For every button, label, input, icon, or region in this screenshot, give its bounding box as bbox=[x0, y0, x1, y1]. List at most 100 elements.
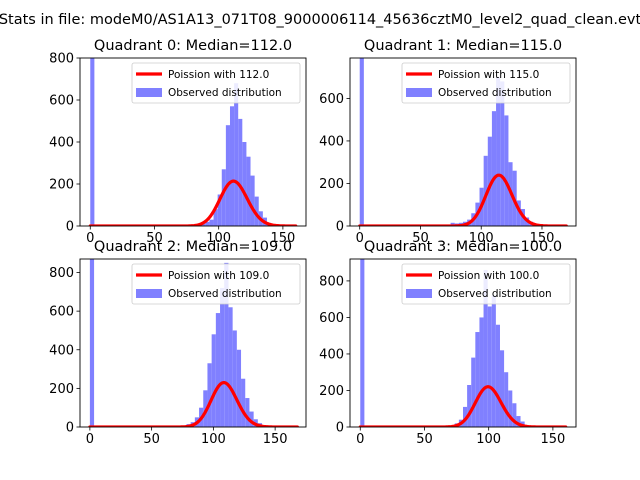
histogram-bar bbox=[463, 406, 468, 427]
plot-content bbox=[358, 259, 568, 427]
histogram-bar bbox=[89, 259, 95, 427]
y-tick-label: 200 bbox=[319, 177, 344, 192]
subplot-title: Quadrant 1: Median=115.0 bbox=[364, 38, 562, 54]
x-tick-label: 50 bbox=[146, 231, 163, 246]
histogram-bar bbox=[491, 295, 496, 427]
histogram-bar bbox=[245, 398, 250, 427]
histogram-bar bbox=[246, 156, 251, 226]
subplot-quadrant-0: 0 50 100 150 0 200 400 600 800 Quadrant 0: Median… bbox=[49, 38, 307, 246]
legend-swatch-observed bbox=[136, 88, 162, 97]
histogram-bar bbox=[221, 169, 226, 226]
legend-label-poisson: Poission with 112.0 bbox=[168, 69, 269, 81]
y-tick-label: 800 bbox=[319, 274, 344, 289]
legend-label-poisson: Poission with 100.0 bbox=[438, 270, 539, 282]
plot-content bbox=[88, 259, 299, 427]
histogram-bar bbox=[359, 58, 364, 226]
x-tick-label: 150 bbox=[270, 231, 295, 246]
histogram-bar bbox=[467, 385, 472, 427]
histogram-bar bbox=[471, 357, 476, 427]
legend: Poission with 112.0 Observed distribution bbox=[131, 62, 301, 104]
y-tick-label: 200 bbox=[49, 382, 74, 397]
legend-label-observed: Observed distribution bbox=[438, 87, 552, 99]
legend: Poission with 100.0 Observed distribution bbox=[401, 263, 571, 305]
x-tick-label: 0 bbox=[86, 432, 94, 447]
histogram-bar bbox=[209, 219, 214, 226]
legend-label-observed: Observed distribution bbox=[168, 87, 282, 99]
histogram-bar bbox=[238, 118, 243, 226]
y-tick-label: 800 bbox=[49, 52, 74, 67]
legend-frame bbox=[401, 62, 571, 104]
histogram-bar bbox=[225, 125, 230, 226]
histogram-bar bbox=[205, 221, 210, 226]
y-tick-label: 600 bbox=[49, 94, 74, 109]
histogram-bar bbox=[483, 155, 488, 226]
subplot-quadrant-1: 0 50 100 150 0 200 400 600 Quadrant 1: Median=11… bbox=[319, 38, 577, 246]
histogram-bar bbox=[220, 287, 225, 427]
subplot-title: Quadrant 0: Median=112.0 bbox=[94, 38, 292, 54]
y-tick-label: 400 bbox=[49, 343, 74, 358]
histogram-bar bbox=[242, 142, 247, 226]
x-tick-label: 0 bbox=[356, 432, 364, 447]
y-tick-label: 200 bbox=[319, 384, 344, 399]
histogram-bar bbox=[215, 313, 221, 427]
histogram-bar bbox=[483, 269, 488, 427]
histogram-bar bbox=[232, 330, 237, 427]
histogram-bar bbox=[475, 332, 480, 427]
axes-frame bbox=[349, 258, 577, 428]
histogram-bar bbox=[495, 324, 500, 427]
x-tick-label: 150 bbox=[263, 432, 288, 447]
subplot-title: Quadrant 3: Median=100.0 bbox=[364, 239, 562, 255]
x-tick-label: 0 bbox=[86, 231, 94, 246]
y-tick-label: 800 bbox=[49, 266, 74, 281]
histogram-bar bbox=[241, 378, 246, 427]
x-tick-label: 100 bbox=[201, 432, 226, 447]
histogram-bar bbox=[217, 194, 222, 226]
histogram-bar bbox=[213, 209, 218, 226]
y-tick-label: 0 bbox=[336, 220, 344, 235]
x-tick-label: 100 bbox=[469, 231, 494, 246]
figure-suptitle: Stats in file: modeM0/AS1A13_071T08_9000… bbox=[0, 12, 640, 28]
poisson-curve bbox=[358, 173, 568, 226]
histogram-bar bbox=[234, 83, 239, 226]
histogram-bar bbox=[201, 223, 206, 226]
y-tick-label: 400 bbox=[49, 136, 74, 151]
x-tick-label: 0 bbox=[356, 231, 364, 246]
legend-label-poisson: Poission with 109.0 bbox=[168, 270, 269, 282]
histogram-bar bbox=[504, 115, 509, 226]
x-tick-label: 100 bbox=[476, 432, 501, 447]
axes-frame bbox=[79, 258, 307, 428]
subplot-quadrant-2: 0 50 100 150 0 200 400 600 800 Quadrant 2: Median… bbox=[49, 239, 307, 447]
x-tick-label: 100 bbox=[206, 231, 231, 246]
histogram-bar bbox=[500, 81, 505, 226]
histogram-bar bbox=[229, 106, 235, 226]
legend: Poission with 115.0 Observed distribution bbox=[401, 62, 571, 104]
histogram-bar bbox=[250, 175, 255, 226]
x-tick-label: 50 bbox=[416, 432, 433, 447]
y-tick-label: 400 bbox=[319, 347, 344, 362]
legend-label-poisson: Poission with 115.0 bbox=[438, 69, 539, 81]
y-tick-label: 600 bbox=[319, 311, 344, 326]
subplot-quadrant-3: 0 50 100 150 0 200 400 600 800 Quadrant 3: Median… bbox=[319, 239, 577, 447]
histogram-bar bbox=[491, 111, 497, 226]
histogram-bar bbox=[90, 58, 95, 226]
histogram-bar bbox=[224, 262, 229, 427]
histogram-bar bbox=[512, 403, 517, 427]
histogram-bar bbox=[207, 363, 212, 427]
histogram-bar bbox=[516, 416, 521, 427]
x-tick-label: 150 bbox=[530, 231, 555, 246]
y-tick-label: 0 bbox=[336, 421, 344, 436]
histogram-bar bbox=[211, 334, 216, 427]
y-tick-label: 0 bbox=[66, 220, 74, 235]
axes-frame bbox=[349, 57, 577, 227]
plot-content bbox=[358, 58, 568, 226]
y-tick-label: 600 bbox=[49, 305, 74, 320]
histogram-bar bbox=[249, 411, 254, 427]
histogram-bar bbox=[499, 350, 505, 427]
histogram-bar bbox=[496, 77, 501, 226]
legend-swatch-observed bbox=[406, 88, 432, 97]
histogram-bar bbox=[236, 349, 242, 427]
legend-label-observed: Observed distribution bbox=[168, 288, 282, 300]
legend-frame bbox=[131, 263, 301, 305]
histogram-bar bbox=[487, 136, 492, 226]
histogram-bar bbox=[516, 200, 521, 226]
